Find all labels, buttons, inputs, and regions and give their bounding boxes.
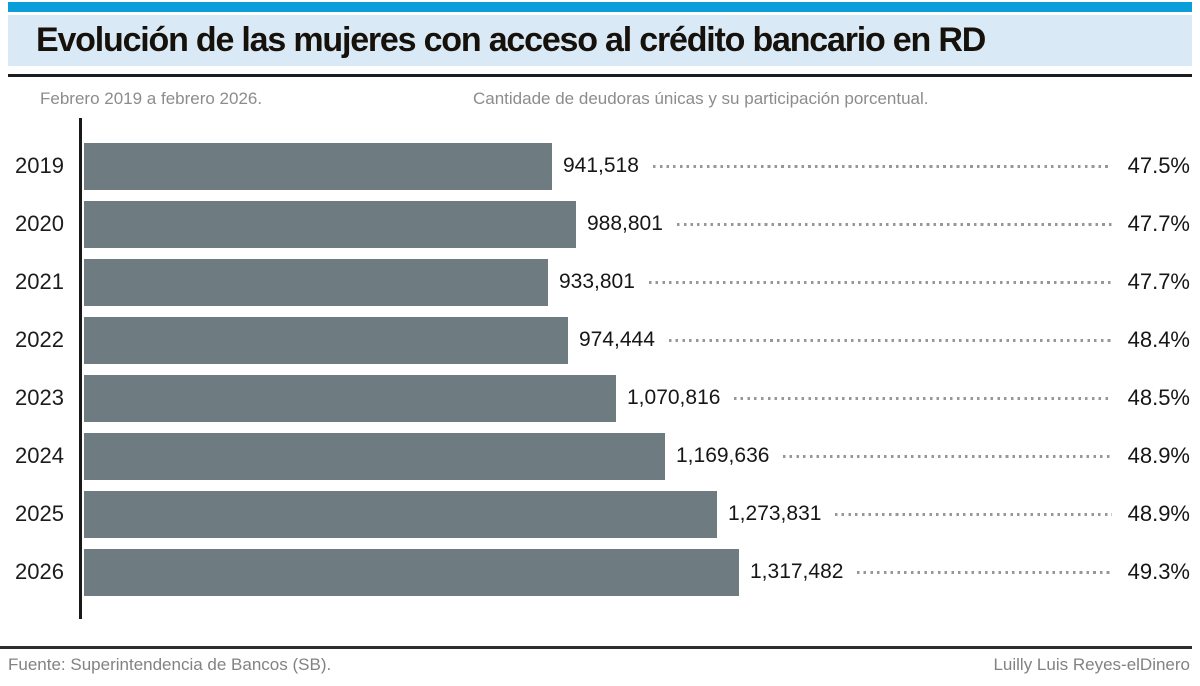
bar-zone: 988,801 47.7% [84,200,1200,248]
subtitle-period: Febrero 2019 a febrero 2026. [40,89,263,108]
bar [84,142,552,190]
subtitle-description: Cantidade de deudoras únicas y su partic… [473,89,929,108]
bar-zone: 1,169,636 48.9% [84,432,1200,480]
chart-rows: 2019 941,518 47.5% 2020 988,801 47.7% 2021 933,… [0,137,1200,601]
bar [84,490,717,538]
leader-dots [857,570,1112,574]
chart-row: 2025 1,273,831 48.9% [0,485,1200,543]
value-label: 974,444 [579,328,655,351]
bar-zone: 1,273,831 48.9% [84,490,1200,538]
chart-row: 2023 1,070,816 48.5% [0,369,1200,427]
chart-row: 2021 933,801 47.7% [0,253,1200,311]
percent-label: 48.9% [1127,443,1190,468]
year-label: 2024 [15,443,64,468]
year-label: 2025 [15,501,64,526]
bar-zone: 1,070,816 48.5% [84,374,1200,422]
chart-row: 2020 988,801 47.7% [0,195,1200,253]
year-label: 2019 [15,153,64,178]
value-label: 988,801 [587,212,663,235]
chart-row: 2026 1,317,482 49.3% [0,543,1200,601]
percent-label: 48.9% [1127,501,1190,526]
leader-dots [652,164,1112,168]
percent-label: 48.4% [1127,327,1190,352]
leader-dots [783,454,1112,458]
bar [84,374,616,422]
bar-zone: 974,444 48.4% [84,316,1200,364]
leader-dots [734,396,1112,400]
top-accent-bar [8,2,1192,12]
leader-dots [835,512,1112,516]
header-rule [8,74,1192,77]
leader-dots [676,222,1112,226]
bar-zone: 941,518 47.5% [84,142,1200,190]
year-label: 2026 [15,559,64,584]
percent-label: 47.7% [1127,269,1190,294]
bar [84,432,665,480]
bar [84,548,739,596]
footer: Fuente: Superintendencia de Bancos (SB).… [0,649,1200,675]
footer-rule [0,646,1192,649]
year-label: 2021 [15,269,64,294]
value-label: 933,801 [559,270,635,293]
subtitle-row: Febrero 2019 a febrero 2026. Cantidade d… [0,77,1200,118]
bar [84,200,576,248]
footer-source: Fuente: Superintendencia de Bancos (SB). [8,655,332,674]
year-label: 2020 [15,211,64,236]
leader-dots [648,280,1112,284]
value-label: 1,169,636 [676,444,770,467]
chart-row: 2024 1,169,636 48.9% [0,427,1200,485]
value-label: 1,070,816 [627,386,721,409]
page-title: Evolución de las mujeres con acceso al c… [36,21,986,59]
bar [84,258,548,306]
footer-credit: Luilly Luis Reyes-elDinero [993,655,1190,674]
percent-label: 47.5% [1127,153,1190,178]
year-label: 2022 [15,327,64,352]
value-label: 1,273,831 [728,502,822,525]
year-label: 2023 [15,385,64,410]
bar-zone: 933,801 47.7% [84,258,1200,306]
value-label: 1,317,482 [750,560,844,583]
percent-label: 48.5% [1127,385,1190,410]
y-axis-line [79,118,82,619]
percent-label: 49.3% [1127,559,1190,584]
percent-label: 47.7% [1127,211,1190,236]
chart-row: 2022 974,444 48.4% [0,311,1200,369]
bar [84,316,568,364]
value-label: 941,518 [563,154,639,177]
title-band: Evolución de las mujeres con acceso al c… [8,15,1192,66]
leader-dots [668,338,1112,342]
bar-zone: 1,317,482 49.3% [84,548,1200,596]
chart-row: 2019 941,518 47.5% [0,137,1200,195]
bar-chart: 2019 941,518 47.5% 2020 988,801 47.7% 2021 933,… [0,118,1200,619]
